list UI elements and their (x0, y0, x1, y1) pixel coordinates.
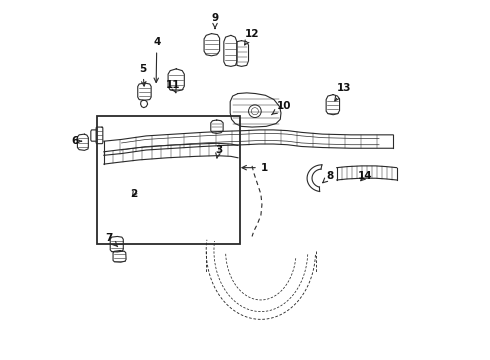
Text: 2: 2 (130, 189, 138, 199)
Text: 11: 11 (166, 80, 180, 93)
Text: 12: 12 (245, 28, 259, 45)
Text: 4: 4 (153, 37, 161, 82)
Text: 6: 6 (72, 136, 81, 146)
Text: 14: 14 (358, 171, 372, 181)
Text: 9: 9 (212, 13, 219, 28)
Text: 10: 10 (271, 101, 291, 115)
Text: 3: 3 (215, 145, 222, 158)
Bar (97, 117, 240, 243)
Text: 5: 5 (139, 64, 147, 86)
Text: 8: 8 (323, 171, 333, 183)
Text: 7: 7 (105, 233, 118, 247)
Text: 13: 13 (335, 83, 351, 101)
Text: 1: 1 (242, 163, 268, 173)
